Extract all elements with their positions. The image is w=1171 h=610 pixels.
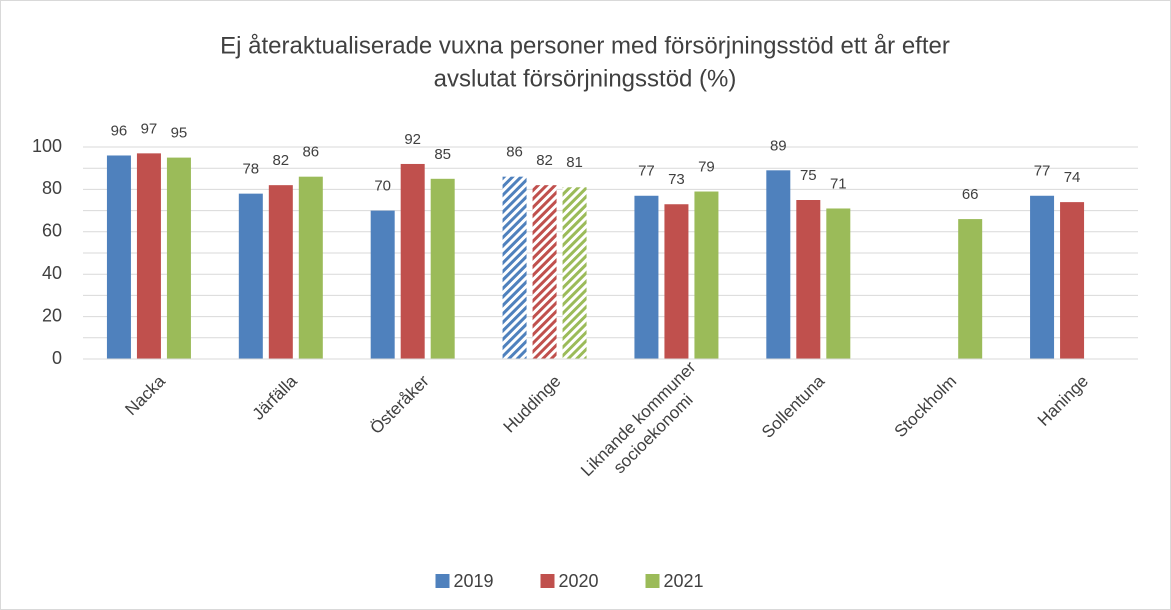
bar [694,191,719,359]
y-tick-label: 100 [32,136,62,156]
value-label: 96 [111,122,128,139]
value-label: 86 [302,144,319,161]
y-tick-label: 40 [42,263,62,283]
bar [238,193,263,359]
bar [826,208,851,359]
value-label: 95 [171,125,188,142]
bar [106,155,131,359]
legend-swatch [540,574,555,588]
value-label: 89 [770,137,787,154]
value-label: 82 [272,152,289,169]
value-label: 78 [242,161,259,178]
bar [370,210,395,359]
legend-swatch [645,574,660,588]
bar [268,185,293,359]
bar [502,176,527,359]
bar [634,195,659,359]
chart-title: Ej återaktualiserade vuxna personer med … [220,32,950,59]
legend-label: 2019 [454,571,494,591]
bar [532,185,557,359]
value-label: 97 [141,120,158,137]
bar [136,153,161,359]
value-label: 92 [404,131,421,148]
bar [796,200,821,359]
bar [1030,195,1055,359]
value-label: 71 [830,175,847,192]
bar [664,204,689,359]
y-tick-label: 80 [42,178,62,198]
value-label: 74 [1064,169,1081,186]
value-label: 82 [536,152,553,169]
bar [298,176,323,359]
y-tick-label: 20 [42,305,62,325]
value-label: 79 [698,158,715,175]
chart-title: avslutat försörjningsstöd (%) [434,65,737,92]
bar [562,187,587,359]
bar [1060,202,1085,359]
bar [400,163,425,359]
y-tick-label: 0 [52,348,62,368]
value-label: 77 [638,163,655,180]
bar [430,178,455,359]
value-label: 66 [962,186,979,203]
value-label: 77 [1034,163,1051,180]
value-label: 73 [668,171,685,188]
y-tick-label: 60 [42,221,62,241]
legend-label: 2020 [559,571,599,591]
value-label: 75 [800,167,817,184]
value-label: 85 [434,146,451,163]
value-label: 70 [374,178,391,195]
legend-label: 2021 [664,571,704,591]
value-label: 86 [506,144,523,161]
bar [166,157,191,359]
bar [766,170,791,359]
value-label: 81 [566,154,583,171]
legend-swatch [435,574,450,588]
bar [958,219,983,359]
